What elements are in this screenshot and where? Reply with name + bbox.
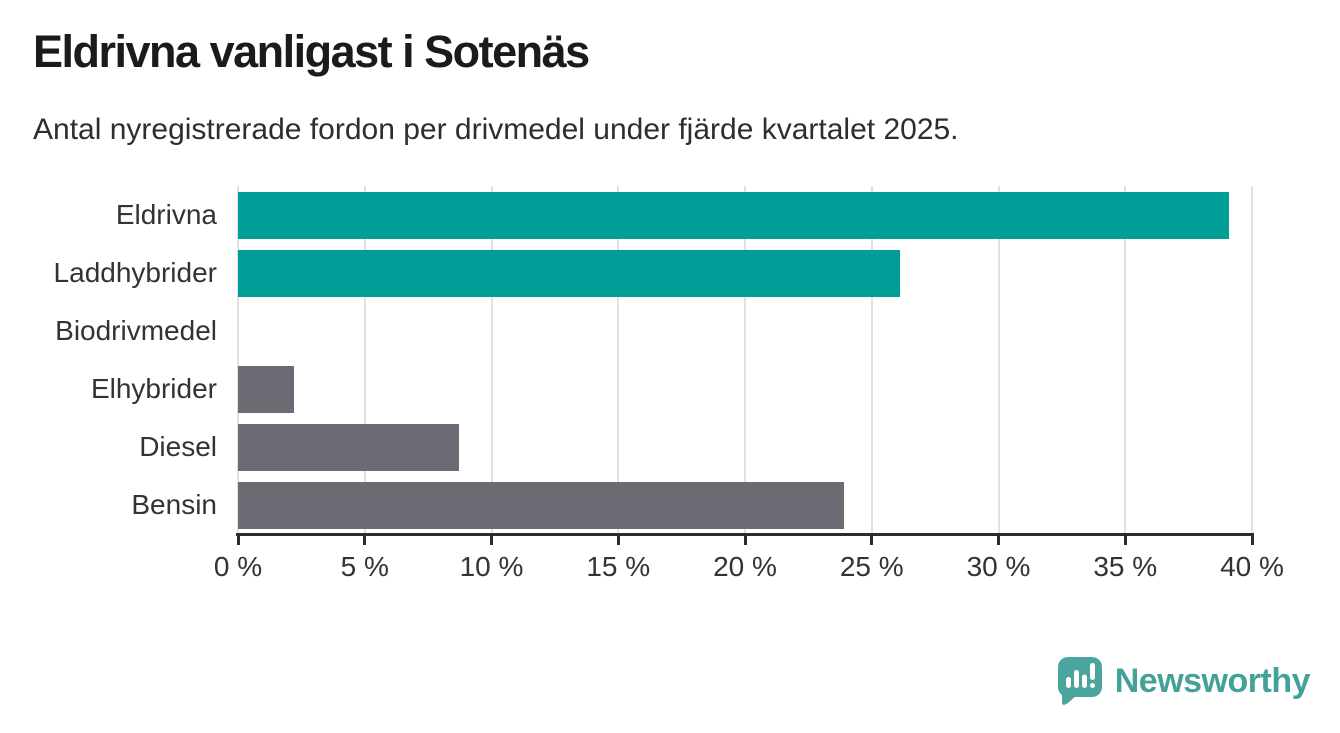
x-axis-tick [363,536,367,545]
x-axis-tick [616,536,620,545]
x-axis-tick-label: 0 % [213,551,263,582]
x-axis-tick-label: 35 % [1093,551,1158,582]
x-axis-tick-label: 30 % [966,551,1031,582]
x-axis-tick-label: 10 % [459,551,524,582]
logo-bar-medium [1081,674,1087,688]
x-axis-tick [1250,536,1254,545]
x-axis-tick-label: 20 % [713,551,777,582]
category-label: Diesel [139,431,217,462]
gridline [363,186,366,534]
gridline [870,186,873,534]
brand-name: Newsworthy [1114,661,1311,700]
x-axis-tick-label: 25 % [839,551,904,582]
category-label: Elhybrider [90,373,217,404]
bar-eldrivna [238,191,1230,239]
x-axis-tick [1123,536,1127,545]
gridline [744,186,746,534]
bar-diesel [238,423,459,471]
logo-exclamation-dot [1089,683,1095,688]
chart-subtitle: Antal nyregistrerade fordon per drivmede… [33,113,959,146]
category-label: Eldrivna [115,199,217,230]
chart-title: Eldrivna vanligast i Sotenäs [33,26,590,77]
bar-chart-plot-area [237,186,1253,534]
category-label: Biodrivmedel [55,315,217,346]
x-axis-tick [490,536,493,545]
gridline [1251,186,1253,534]
gridline [617,186,620,534]
x-axis-tick-label: 40 % [1220,551,1284,582]
x-axis-tick-label: 5 % [340,551,389,582]
bar-laddhybrider [238,249,900,297]
category-label: Laddhybrider [53,257,217,288]
x-axis-line [236,533,1254,536]
x-axis-tick [870,536,874,545]
gridline [997,186,1000,534]
logo-exclamation-line [1089,663,1095,680]
bar-elhybrider [238,365,294,413]
category-label: Bensin [131,489,217,520]
gridline [490,186,493,534]
x-axis-tick [997,536,1000,545]
bar-bensin [238,481,844,529]
gridline [1124,186,1127,534]
brand-footer: Newsworthy [1056,655,1311,707]
x-axis-tick-label: 15 % [586,551,651,582]
x-axis-tick [743,536,747,545]
newsworthy-logo-icon [1057,657,1102,705]
logo-bar-tall [1073,670,1079,688]
gridline [237,186,239,534]
x-axis-tick [236,536,240,545]
logo-bar-small [1065,677,1071,688]
